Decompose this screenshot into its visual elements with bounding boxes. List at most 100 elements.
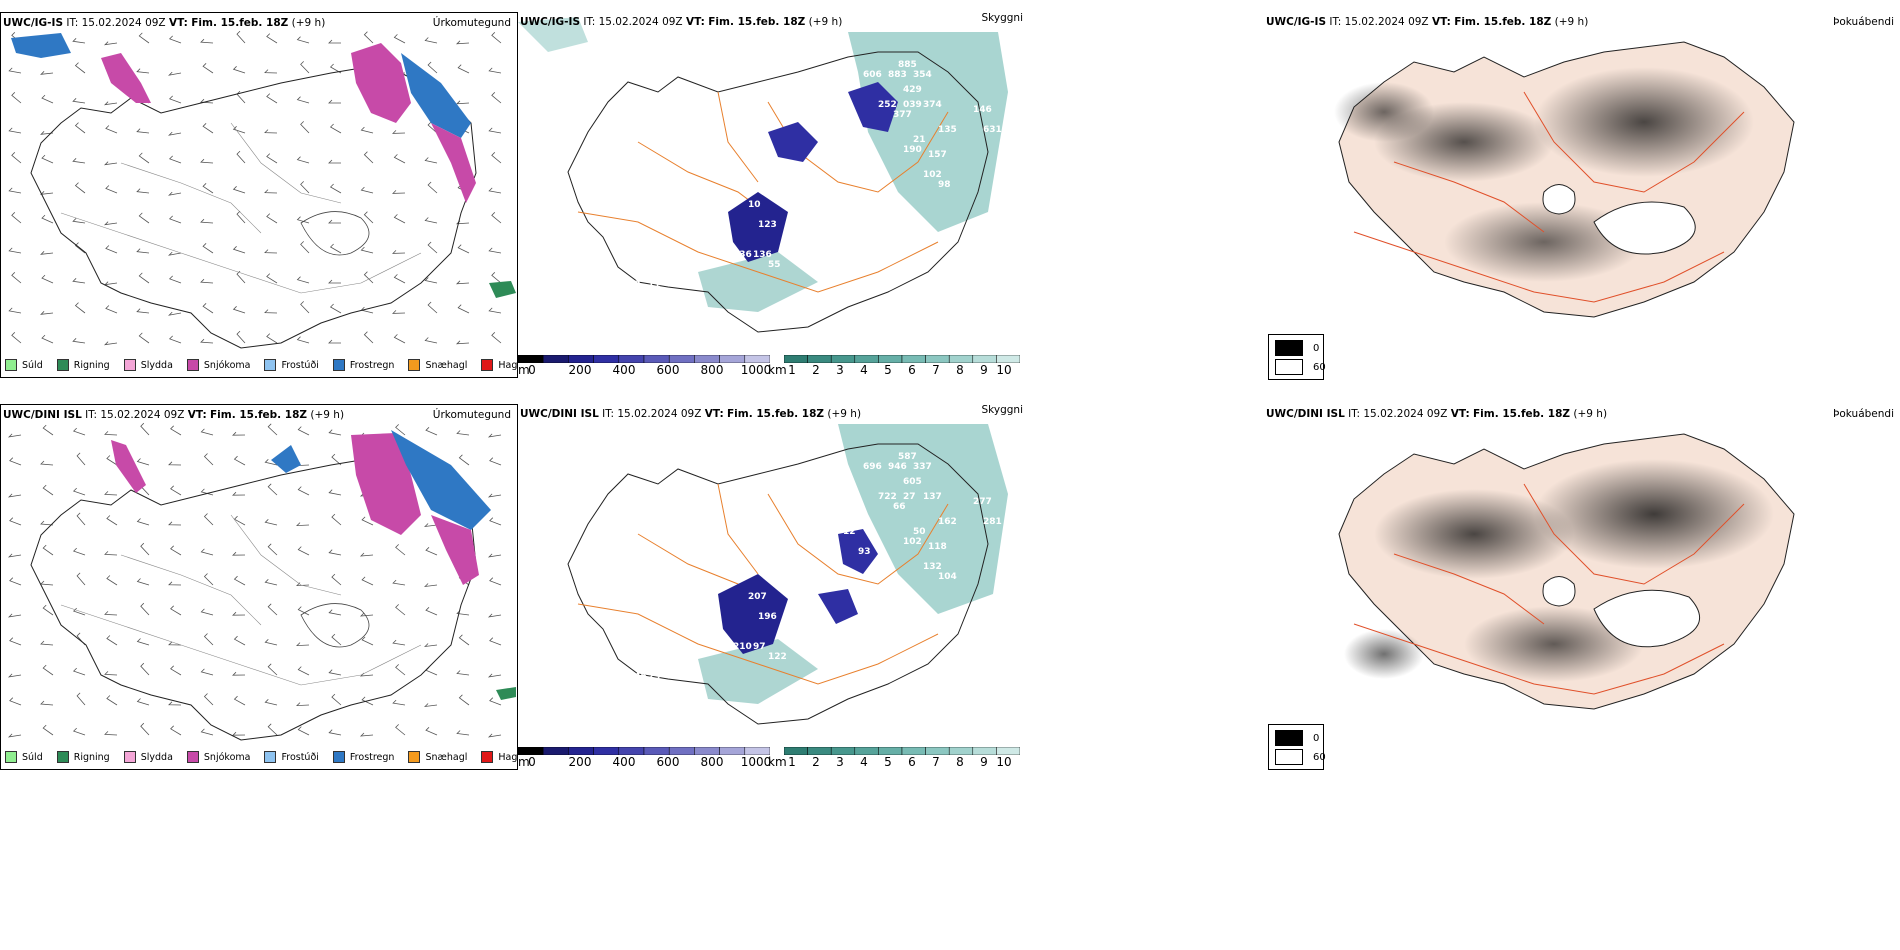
legend-swatch xyxy=(5,751,17,763)
wind-barb xyxy=(395,544,406,556)
wind-barb xyxy=(232,306,246,314)
cbar-m-bar xyxy=(518,747,770,755)
cbar-m-tick: 200 xyxy=(568,363,592,377)
wind-barb xyxy=(168,581,182,586)
peak-height-label: 12 xyxy=(843,527,856,537)
peak-height-label: 110 xyxy=(843,135,862,145)
freezing-rain-area-north xyxy=(401,53,471,138)
wind-barb xyxy=(200,98,214,104)
wind-barb xyxy=(200,218,214,224)
wind-barb xyxy=(104,491,118,496)
cbar-km-tick: 5 xyxy=(884,363,892,377)
peak-height-label: 883 xyxy=(888,70,907,80)
wind-barb xyxy=(106,515,118,526)
wind-barb xyxy=(393,334,406,344)
wind-barb xyxy=(40,640,54,646)
wind-barb xyxy=(41,154,54,164)
wind-barb xyxy=(170,545,182,556)
wind-barb xyxy=(232,731,246,736)
wind-barb xyxy=(267,723,278,736)
wind-barb xyxy=(233,515,246,526)
fog-dark-blob xyxy=(1534,459,1774,569)
panel-title: Úrkomutegund xyxy=(432,17,511,29)
cbar-m-tick: 0 xyxy=(528,755,536,769)
wind-barb xyxy=(359,552,374,557)
wind-barb xyxy=(266,93,278,104)
wind-barb xyxy=(136,128,150,134)
wind-barb xyxy=(40,460,54,466)
peak-height-label: 252 xyxy=(878,100,897,110)
panel-header: UWC/DINI ISL IT: 15.02.2024 09Z VT: Fim.… xyxy=(520,408,862,420)
wind-barb xyxy=(105,305,118,314)
peak-height-label: 18 xyxy=(768,160,781,170)
wind-barb xyxy=(328,279,341,284)
wind-barb xyxy=(424,277,438,284)
iceland-coastline xyxy=(30,67,477,349)
wind-barb xyxy=(489,577,502,586)
wind-barb xyxy=(395,664,406,676)
cbar-m-tick: 400 xyxy=(612,755,636,769)
wind-barb xyxy=(8,247,22,254)
wind-barb xyxy=(427,181,438,194)
legend-swatch xyxy=(123,751,136,763)
wind-barb xyxy=(232,126,246,134)
wind-barb xyxy=(203,693,214,706)
wind-barb xyxy=(236,30,246,44)
wind-barb xyxy=(72,487,86,496)
wind-barb xyxy=(423,583,438,588)
peak-height-label: 98 xyxy=(938,180,951,190)
wind-barb xyxy=(295,522,310,527)
peak-height-label: 696 xyxy=(863,462,882,472)
peak-height-label: 196 xyxy=(758,612,777,622)
wind-barb xyxy=(168,251,182,256)
wind-barb xyxy=(458,634,470,646)
roads xyxy=(60,514,422,686)
peak-height-label: 97 xyxy=(753,642,766,652)
cbar-m-bar xyxy=(518,355,770,363)
cbar-segment xyxy=(668,747,695,755)
wind-barb xyxy=(140,722,150,736)
snow-area-east xyxy=(431,515,479,585)
peak-height-label: 168 xyxy=(648,50,667,60)
wind-barb xyxy=(457,304,470,314)
wind-barb xyxy=(425,727,438,736)
cbar-segment xyxy=(830,355,856,363)
precip-type-panel-row1: UWC/IG-IS IT: 15.02.2024 09Z VT: Fim. 15… xyxy=(0,12,518,378)
wind-barb xyxy=(393,274,406,284)
wind-barb xyxy=(200,548,214,556)
wind-barb xyxy=(264,129,278,134)
fog-legend-high-box xyxy=(1275,359,1303,375)
cbar-segment xyxy=(518,355,544,363)
peak-height-label: 374 xyxy=(923,100,942,110)
wind-barb xyxy=(456,430,470,436)
legend-item-sleet: Slydda xyxy=(123,751,173,763)
peak-height-label: 21 xyxy=(913,135,926,145)
wind-barb xyxy=(136,518,150,526)
precip-type-map-row1 xyxy=(8,30,516,349)
wind-barbs xyxy=(8,30,502,346)
cbar-km-tick: 4 xyxy=(860,755,868,769)
fog-dark-blob xyxy=(1464,606,1644,682)
wind-barb xyxy=(72,727,86,736)
cloud-panel-row1: 168 885 606 883 354 429 252 039 374 377 146 631 135 2… xyxy=(518,12,1033,378)
wind-barb xyxy=(267,483,278,496)
wind-barb xyxy=(7,493,22,498)
wind-barb xyxy=(233,455,246,466)
peak-height-label: 50 xyxy=(913,527,926,537)
cbar-segment xyxy=(807,747,832,755)
wind-barb xyxy=(103,281,118,286)
wind-barb xyxy=(488,127,502,134)
wind-barb xyxy=(266,153,278,164)
cbar-km-tick: 7 xyxy=(932,363,940,377)
wind-barb xyxy=(425,547,438,556)
wind-barb xyxy=(203,513,214,526)
wind-barb xyxy=(393,214,406,224)
cbar-m-row1: m 0 200 400 600 800 1000 xyxy=(518,355,771,378)
wind-barb xyxy=(392,639,406,646)
wind-barb xyxy=(392,190,406,194)
wind-barb xyxy=(363,31,374,44)
wind-barb xyxy=(300,121,310,134)
wind-barb xyxy=(11,152,22,164)
wind-barb xyxy=(458,454,470,466)
peak-height-label: 120 xyxy=(788,235,807,245)
